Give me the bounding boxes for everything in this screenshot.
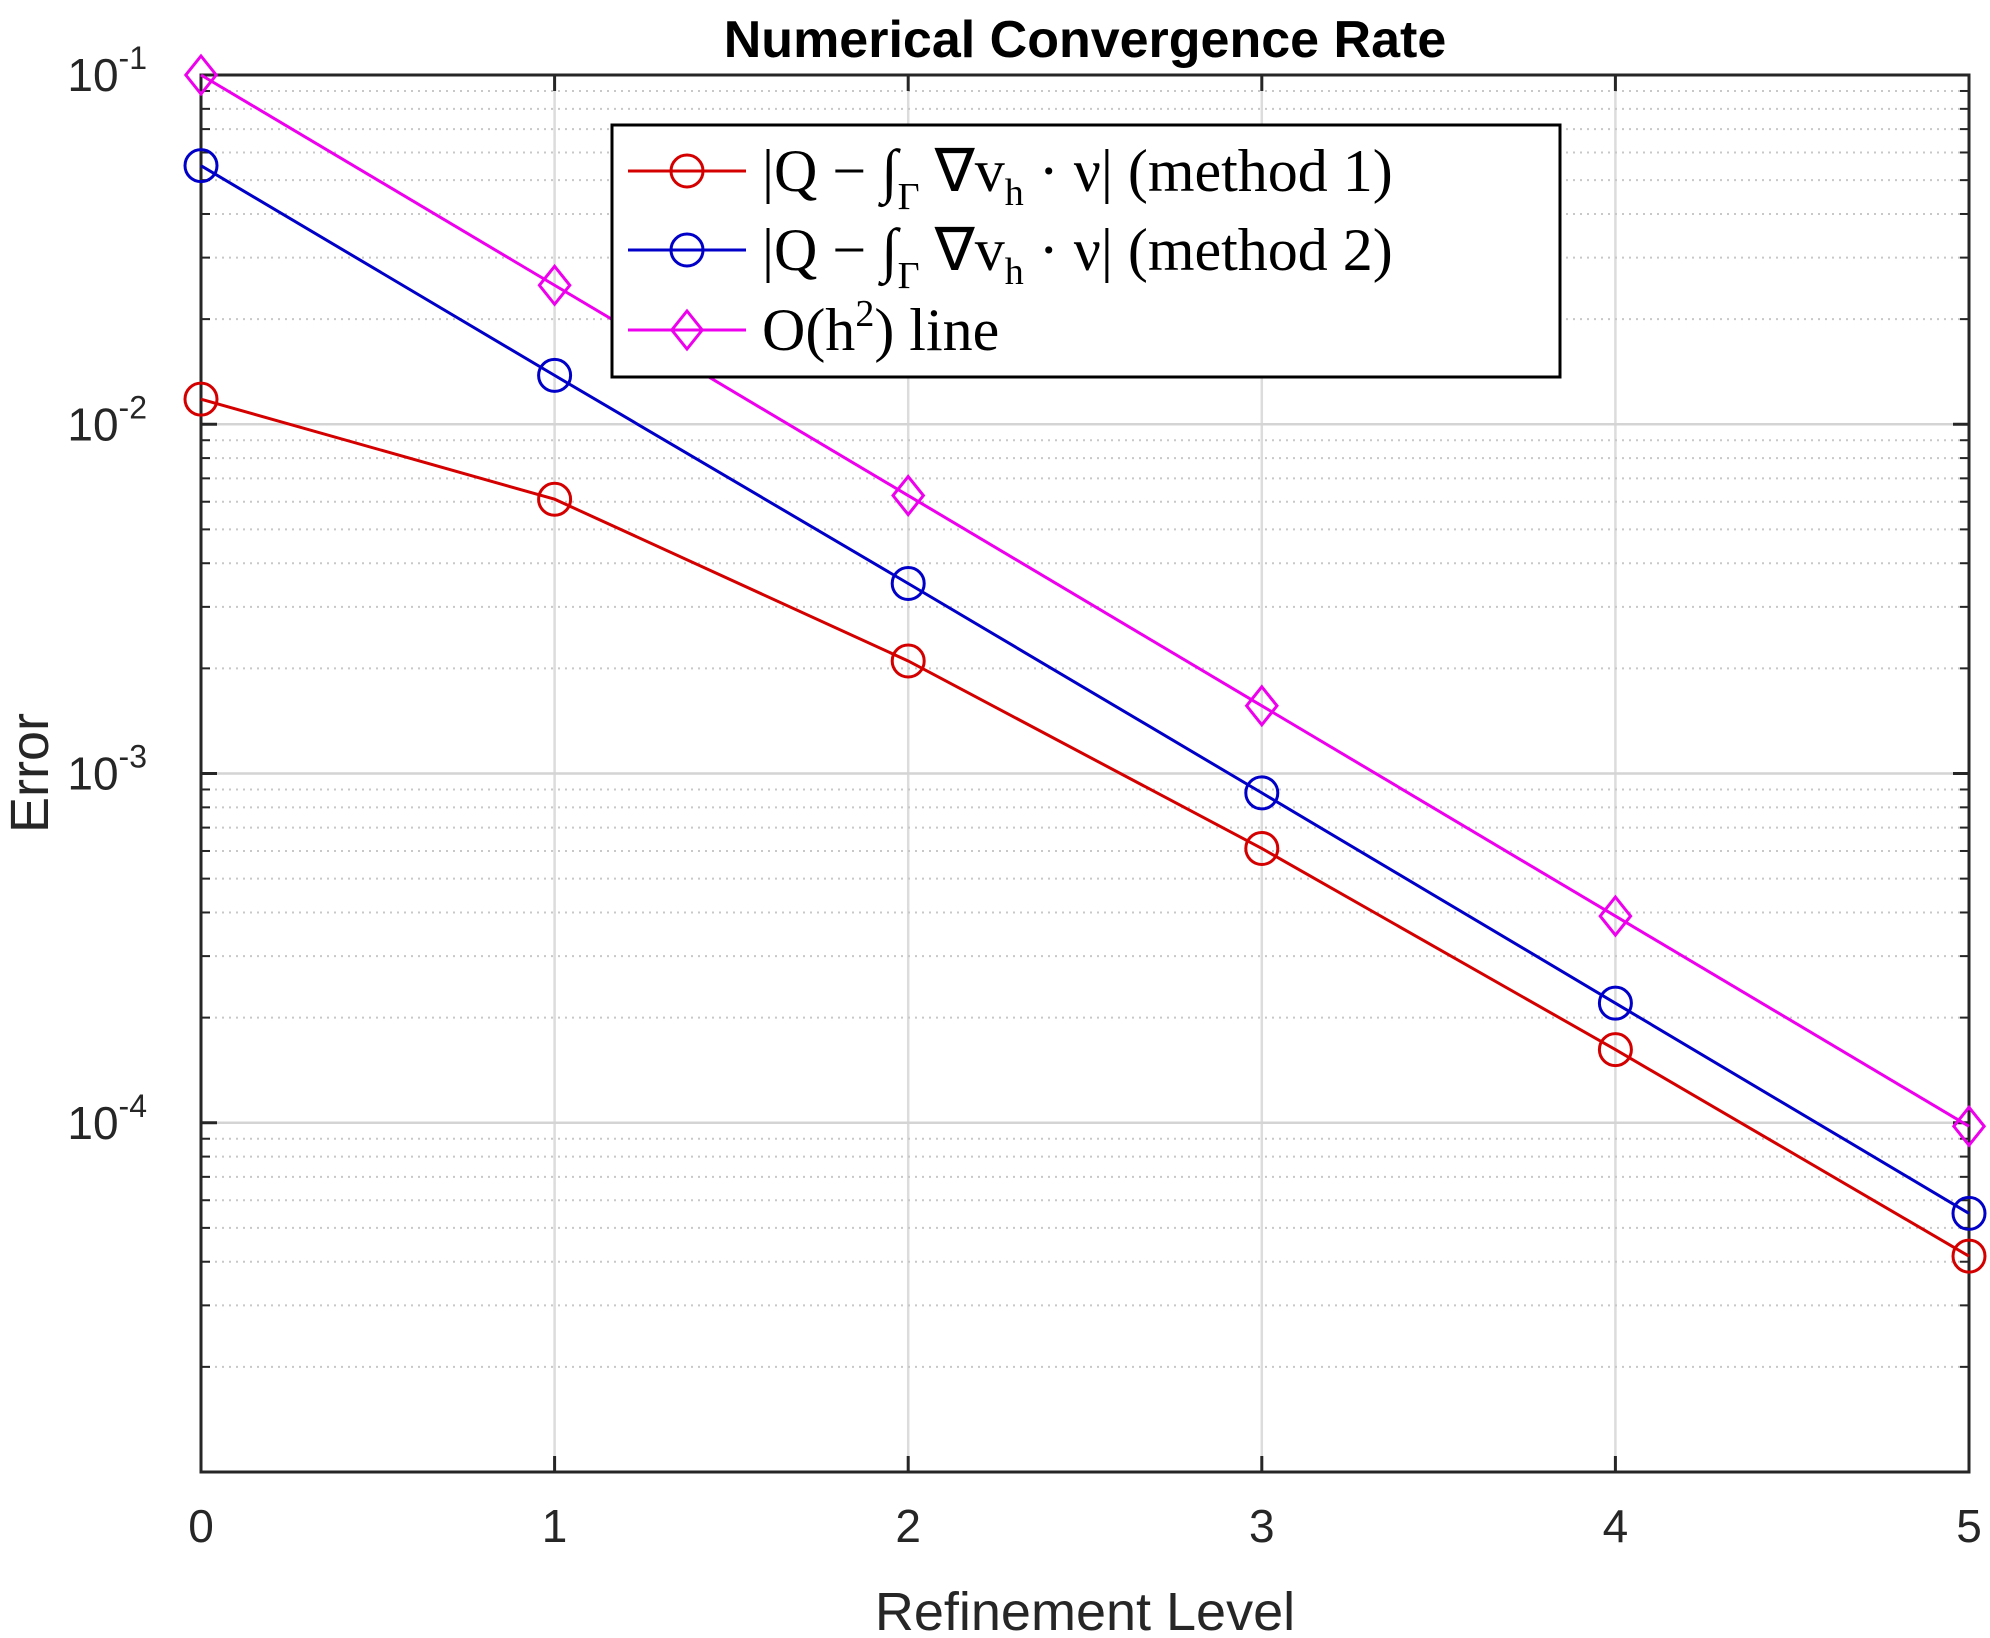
series-3: [183, 53, 1987, 1148]
series: [183, 53, 1987, 1274]
chart-title: Numerical Convergence Rate: [724, 11, 1447, 69]
series-2: [183, 148, 1987, 1231]
data-point: [537, 357, 573, 393]
data-point: [1951, 1104, 1987, 1148]
data-point: [890, 565, 926, 601]
legend-box: [610, 123, 1562, 379]
y-tick-label: 10-4: [67, 1088, 147, 1149]
x-axis-label: Refinement Level: [875, 1582, 1295, 1638]
y-tick-label: 10-3: [67, 739, 147, 800]
data-point: [1597, 1032, 1633, 1068]
x-tick-label: 0: [188, 1500, 214, 1552]
axis-ticks: 0 1 2 3 4 5 10-1 10-2 10-3 10-4: [67, 40, 1981, 1552]
x-tick-label: 2: [895, 1500, 921, 1552]
legend-label: O(h2) line: [762, 293, 999, 363]
y-axis-label: Error: [0, 713, 60, 833]
data-point: [1244, 684, 1279, 728]
series-1: [183, 381, 1987, 1274]
series-line: [200, 73, 1970, 1128]
data-point: [1951, 1195, 1987, 1231]
series-line: [200, 164, 1970, 1215]
data-point: [1951, 1238, 1987, 1274]
data-point: [183, 381, 219, 417]
y-tick-label: 10-1: [67, 40, 147, 101]
x-tick-label: 4: [1603, 1500, 1629, 1552]
x-tick-label: 1: [542, 1500, 568, 1552]
data-point: [183, 53, 219, 97]
legend-marker: [669, 232, 705, 268]
data-point: [1597, 985, 1633, 1021]
y-tick-label: 10-2: [67, 389, 147, 450]
legend: |Q − ∫Γ ∇vh · ν| (method 1)|Q − ∫Γ ∇vh ·…: [610, 123, 1562, 379]
data-point: [537, 481, 573, 517]
data-point: [1598, 894, 1633, 938]
legend-entry-2: |Q − ∫Γ ∇vh · ν| (method 2): [628, 217, 1393, 297]
x-tick-label: 3: [1249, 1500, 1275, 1552]
legend-entry-1: |Q − ∫Γ ∇vh · ν| (method 1): [628, 138, 1393, 218]
data-point: [891, 474, 926, 517]
series-line: [200, 397, 1970, 1258]
data-point: [537, 263, 572, 307]
data-point: [890, 643, 926, 679]
legend-entry-3: O(h2) line: [628, 293, 999, 363]
data-point: [1244, 830, 1280, 866]
legend-label: |Q − ∫Γ ∇vh · ν| (method 2): [762, 217, 1393, 297]
data-point: [1244, 775, 1280, 811]
legend-label: |Q − ∫Γ ∇vh · ν| (method 1): [762, 138, 1393, 218]
data-point: [183, 148, 219, 184]
x-tick-label: 5: [1956, 1500, 1982, 1552]
legend-marker: [669, 153, 705, 189]
legend-marker: [669, 308, 705, 352]
